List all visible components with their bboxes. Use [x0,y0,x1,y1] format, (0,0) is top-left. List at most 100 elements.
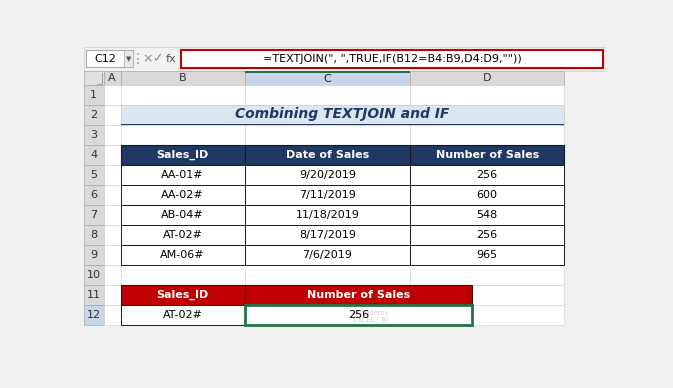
Text: 7/6/2019: 7/6/2019 [303,250,353,260]
Bar [411,245,564,265]
Bar [120,305,244,325]
Bar [411,245,564,265]
Text: 965: 965 [476,250,498,260]
Bar [244,265,411,285]
Text: 9: 9 [90,250,98,260]
Text: fx: fx [166,54,176,64]
Bar [86,50,133,68]
Bar [124,50,133,68]
Bar [84,71,104,85]
Text: AM-06#: AM-06# [160,250,205,260]
Bar [84,125,104,145]
Bar [411,165,564,185]
Bar [244,305,411,325]
Text: 3: 3 [90,130,98,140]
Bar [104,165,120,185]
Bar [104,225,120,245]
Bar [120,123,564,125]
Bar [84,85,104,105]
Bar [244,185,411,205]
Bar [120,165,244,185]
Bar [120,85,244,105]
Bar [84,245,104,265]
Bar [84,305,104,325]
Bar [84,145,104,165]
Bar [411,165,564,185]
Bar [411,305,564,325]
Text: Sales_ID: Sales_ID [156,150,209,160]
Bar [411,145,564,165]
Bar [120,105,564,125]
Bar [244,85,411,105]
Bar [120,165,244,185]
Bar [181,50,604,68]
Bar [104,205,120,225]
Text: exceldemy
EXCEL · BI: exceldemy EXCEL · BI [351,310,389,323]
Bar [120,245,244,265]
Text: 10: 10 [87,270,101,280]
Bar [411,71,564,85]
Bar [120,185,244,205]
Text: 256: 256 [476,230,498,240]
Bar [120,145,244,165]
Text: 1: 1 [90,90,98,100]
Bar [120,245,244,265]
Bar [244,165,411,185]
Bar [411,125,564,145]
Bar [120,205,244,225]
Text: ▼: ▼ [126,56,131,62]
Bar [178,51,180,67]
Bar [84,185,104,205]
Bar [244,145,411,165]
Text: AA-02#: AA-02# [161,190,204,200]
Bar [84,285,104,305]
Text: C12: C12 [94,54,116,64]
Bar [244,205,411,225]
Bar [120,125,244,145]
Bar [244,205,411,225]
Text: 11/18/2019: 11/18/2019 [295,210,359,220]
Bar [244,245,411,265]
Bar [244,305,472,325]
Bar [244,285,411,305]
Bar [411,205,564,225]
Text: 12: 12 [87,310,101,320]
Bar [104,105,120,125]
Bar [244,225,411,245]
Text: AB-04#: AB-04# [161,210,204,220]
Text: 256: 256 [348,310,369,320]
Text: Number of Sales: Number of Sales [435,150,539,160]
Text: B: B [179,73,186,83]
Text: AT-02#: AT-02# [163,230,203,240]
Bar [104,125,120,145]
Bar [120,71,244,85]
Bar [104,71,120,85]
Bar [104,85,120,105]
Text: ⋮: ⋮ [131,52,145,66]
Text: ✓: ✓ [153,52,163,66]
Bar [411,185,564,205]
Bar [411,225,564,245]
Bar [120,185,244,205]
Bar [104,285,120,305]
Text: AA-01#: AA-01# [162,170,204,180]
Bar [120,105,244,125]
Text: 2: 2 [90,110,98,120]
Bar [84,47,606,71]
Bar [411,185,564,205]
Bar [244,245,411,265]
Text: C: C [324,74,331,84]
Bar [104,245,120,265]
Text: Date of Sales: Date of Sales [286,150,369,160]
Bar [411,85,564,105]
Bar [84,165,104,185]
Text: Combining TEXTJOIN and IF: Combining TEXTJOIN and IF [235,107,450,121]
Text: A: A [108,73,116,83]
Bar [244,285,472,305]
Bar [244,125,411,145]
Text: 11: 11 [87,290,101,300]
Text: =TEXTJOIN(", ",TRUE,IF(B12=B4:B9,D4:D9,"")): =TEXTJOIN(", ",TRUE,IF(B12=B4:B9,D4:D9,"… [263,54,522,64]
Bar [120,265,244,285]
Text: Sales_ID: Sales_ID [156,290,209,300]
Bar [411,105,564,125]
